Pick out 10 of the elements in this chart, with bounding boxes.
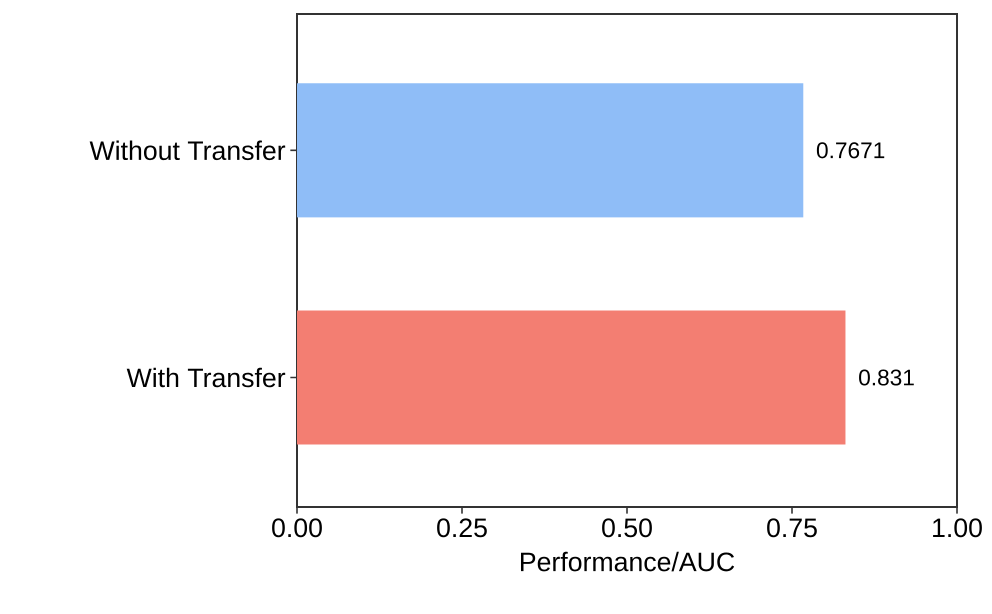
x-tick-label: 1.00	[933, 518, 982, 538]
x-axis-title: Performance/AUC	[521, 552, 734, 572]
y-tick-label: Without Transfer	[90, 140, 286, 160]
data-label: 0.831	[859, 369, 914, 386]
data-label: 0.7671	[816, 142, 884, 158]
x-tick-label: 0.50	[602, 518, 652, 538]
x-tick-label: 0.75	[767, 518, 817, 538]
y-tick-label: With Transfer	[126, 368, 286, 388]
x-tick-label: 0.25	[437, 518, 487, 538]
x-tick-label: 0.00	[272, 518, 322, 538]
